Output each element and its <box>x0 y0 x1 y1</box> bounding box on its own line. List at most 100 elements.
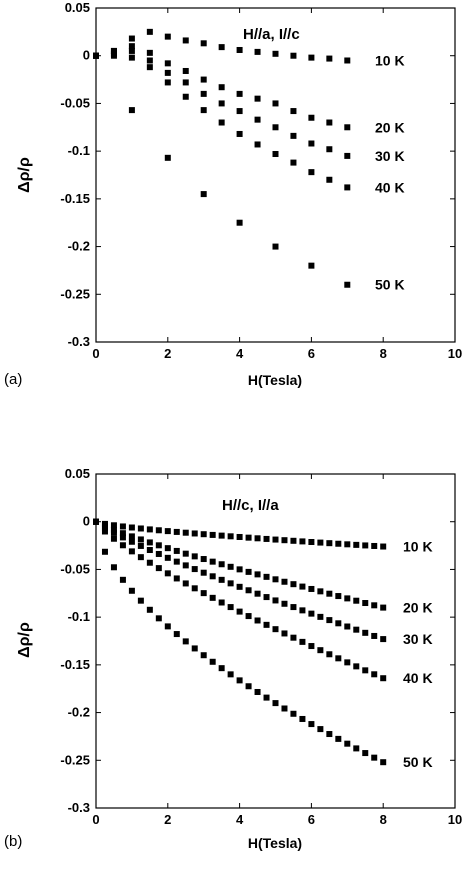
marker-50k <box>191 645 198 652</box>
y-tick-label: -0.25 <box>60 752 90 767</box>
marker-40k <box>209 594 216 601</box>
marker-20k <box>236 566 243 573</box>
marker-50k <box>353 745 360 752</box>
marker-20k <box>335 593 342 600</box>
panel-a-annotation: H//a, I//c <box>243 26 300 43</box>
marker-20k <box>209 558 216 565</box>
marker-50k <box>272 243 279 250</box>
marker-30k <box>335 620 342 627</box>
marker-50k <box>254 688 261 695</box>
marker-10k <box>200 40 207 47</box>
marker-30k <box>236 108 243 115</box>
marker-40k <box>326 176 333 183</box>
marker-50k <box>110 564 117 571</box>
marker-20k <box>182 67 189 74</box>
marker-10k <box>263 535 270 542</box>
marker-40k <box>110 52 117 59</box>
marker-40k <box>353 663 360 670</box>
y-tick-label: -0.1 <box>68 609 90 624</box>
y-tick-label: -0.2 <box>68 239 90 254</box>
marker-10k <box>272 50 279 57</box>
marker-50k <box>155 615 162 622</box>
marker-50k <box>335 735 342 742</box>
marker-20k <box>254 95 261 102</box>
marker-30k <box>200 90 207 97</box>
marker-20k <box>173 547 180 554</box>
marker-20k <box>191 553 198 560</box>
marker-50k <box>227 671 234 678</box>
marker-50k <box>299 715 306 722</box>
marker-10k <box>245 534 252 541</box>
marker-20k <box>155 542 162 549</box>
marker-40k <box>146 64 153 71</box>
marker-10k <box>146 526 153 533</box>
x-tick-label: 4 <box>236 346 244 361</box>
marker-10k <box>236 533 243 540</box>
marker-20k <box>281 578 288 585</box>
marker-20k <box>272 100 279 107</box>
marker-30k <box>371 632 378 639</box>
y-tick-label: -0.15 <box>60 657 90 672</box>
marker-20k <box>326 590 333 597</box>
marker-20k <box>164 545 171 552</box>
plot-frame-a <box>95 7 456 343</box>
marker-40k <box>371 671 378 678</box>
marker-30k <box>164 554 171 561</box>
y-tick-label: 0.05 <box>65 466 90 481</box>
marker-10k <box>164 33 171 40</box>
marker-50k <box>209 658 216 665</box>
marker-20k <box>137 536 144 543</box>
marker-40k <box>155 565 162 572</box>
marker-20k <box>371 602 378 609</box>
marker-40k <box>218 599 225 606</box>
marker-30k <box>344 152 351 159</box>
series-label-30k: 30 K <box>403 631 433 647</box>
marker-40k <box>344 659 351 666</box>
x-tick-label: 8 <box>380 812 387 827</box>
marker-10k <box>272 536 279 543</box>
panel-a: 0.05 0 -0.05 -0.1 -0.15 -0.2 -0.25 -0.3 0 2 4 6 8 10… <box>4 0 462 388</box>
marker-30k <box>299 607 306 614</box>
plot-frame-b <box>95 473 456 809</box>
marker-30k <box>209 573 216 580</box>
marker-10k <box>146 28 153 35</box>
x-tick-label: 2 <box>164 346 171 361</box>
marker-10k <box>326 540 333 547</box>
x-axis-label-b: H(Tesla) <box>248 835 302 851</box>
marker-10k <box>308 539 315 546</box>
marker-50k <box>272 700 279 707</box>
marker-10k <box>173 528 180 535</box>
marker-30k <box>254 590 261 597</box>
marker-20k <box>326 119 333 126</box>
marker-10k <box>308 54 315 61</box>
marker-40k <box>308 643 315 650</box>
marker-50k <box>380 759 387 766</box>
x-tick-label: 10 <box>448 812 462 827</box>
marker-20k <box>362 600 369 607</box>
marker-10k <box>119 523 126 530</box>
marker-40k <box>101 528 108 535</box>
marker-50k <box>128 587 135 594</box>
marker-30k <box>263 594 270 601</box>
marker-20k <box>119 530 126 537</box>
y-tick-label: 0.05 <box>65 0 90 15</box>
marker-50k <box>218 665 225 672</box>
marker-20k <box>128 43 135 50</box>
y-tick-label: -0.1 <box>68 143 90 158</box>
marker-20k <box>353 597 360 604</box>
marker-40k <box>173 575 180 582</box>
series-label-50k: 50 K <box>403 754 433 770</box>
marker-10k <box>110 522 117 529</box>
marker-20k <box>236 90 243 97</box>
marker-50k <box>263 694 270 701</box>
series-label-40k: 40 K <box>403 670 433 686</box>
x-axis-label-a: H(Tesla) <box>248 372 302 388</box>
marker-50k <box>93 52 99 59</box>
marker-50k <box>236 219 243 226</box>
marker-30k <box>227 580 234 587</box>
marker-40k <box>254 141 261 148</box>
marker-40k <box>299 638 306 645</box>
marker-10k <box>317 539 324 546</box>
marker-20k <box>254 571 261 578</box>
